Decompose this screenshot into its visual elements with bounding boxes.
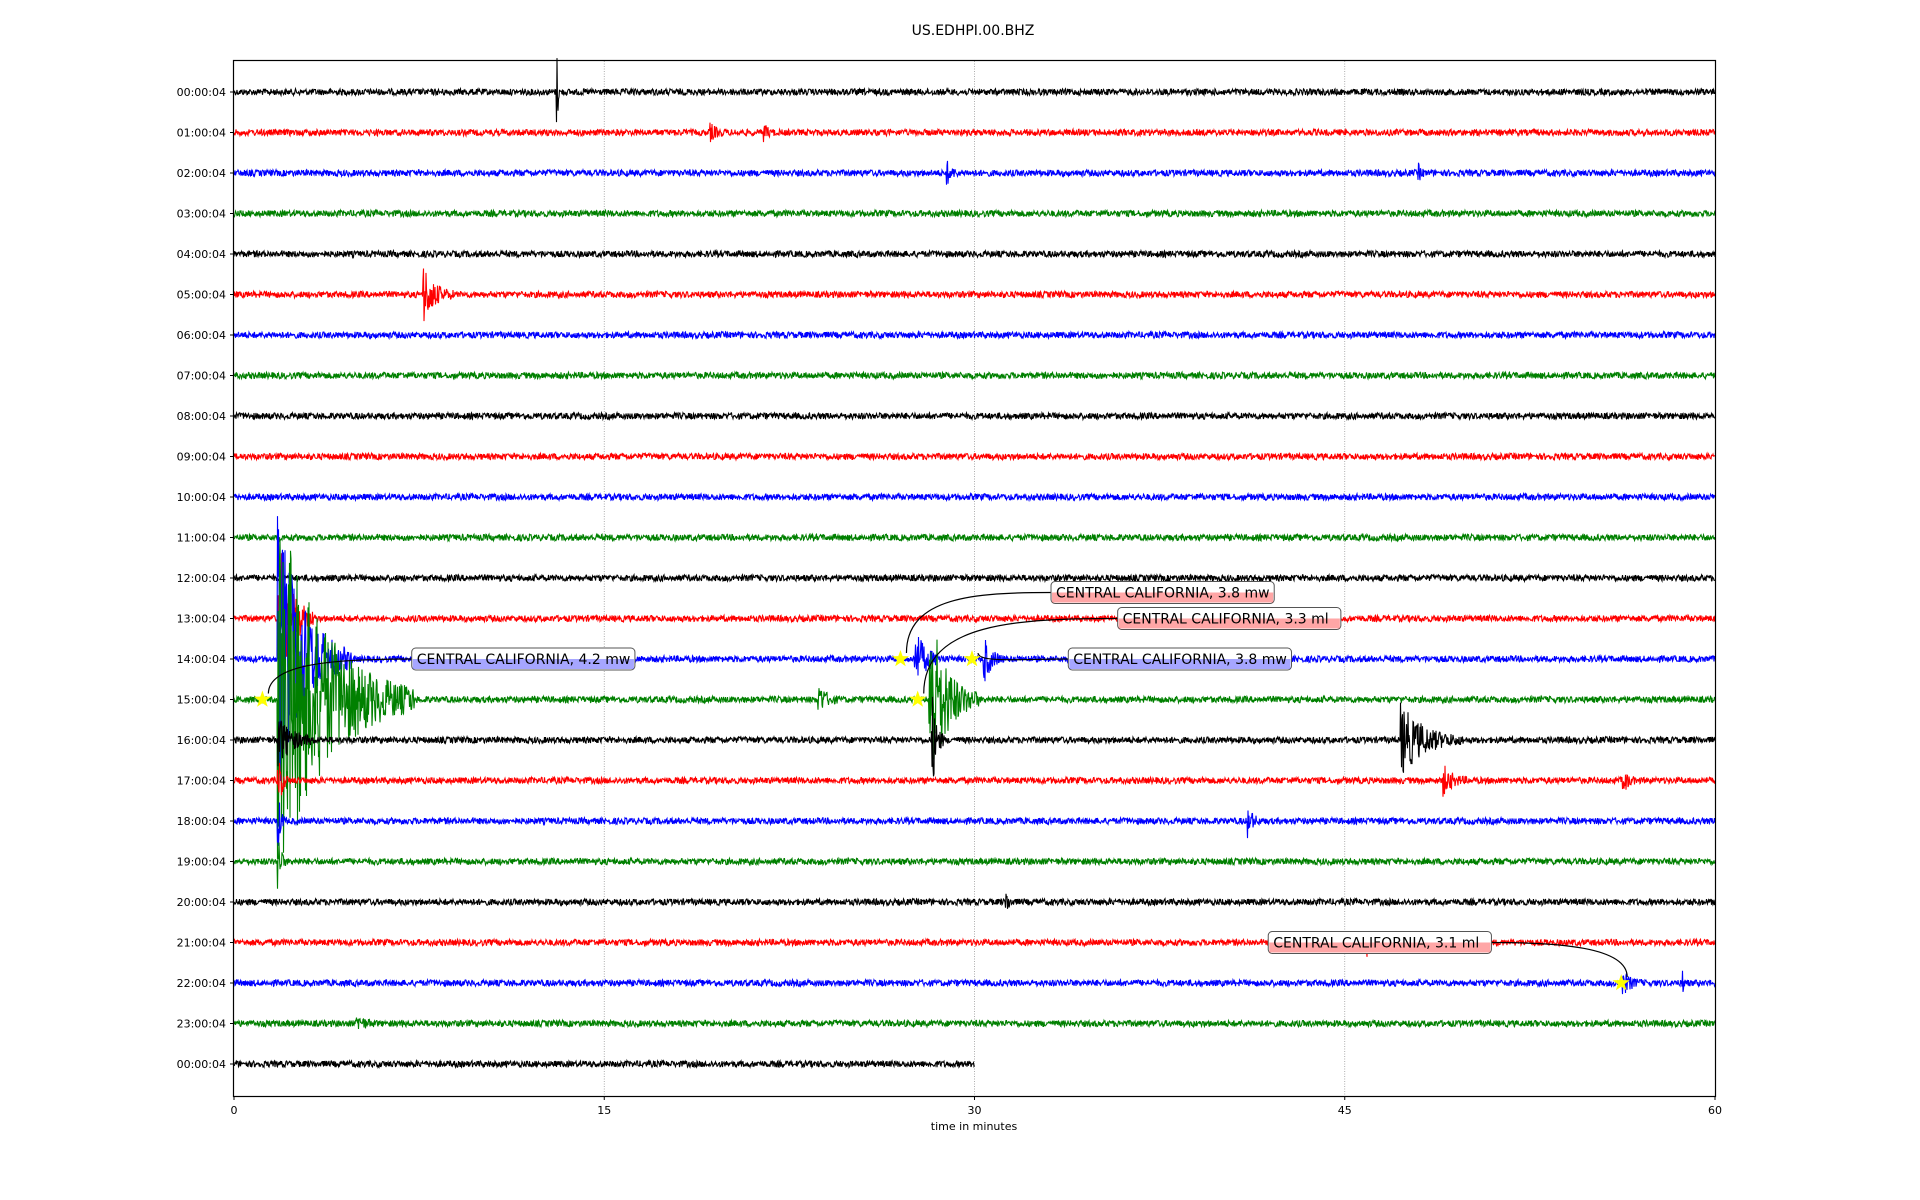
event-star-marker bbox=[253, 690, 271, 707]
trace-row-5 bbox=[233, 268, 1716, 322]
y-tick-label: 10:00:04 bbox=[177, 491, 226, 504]
annotation-box-tint bbox=[1052, 592, 1274, 603]
trace-row-17 bbox=[233, 762, 1716, 797]
trace-row-13 bbox=[233, 553, 1716, 690]
trace-row-4 bbox=[233, 248, 1716, 260]
event-star-marker bbox=[891, 650, 909, 667]
y-axis: 00:00:04 01:00:04 02:00:04 03:00:04 04:00:04… bbox=[177, 86, 234, 1071]
y-tick-label: 02:00:04 bbox=[177, 167, 226, 180]
y-tick-label: 01:00:04 bbox=[177, 127, 226, 140]
trace-row-1 bbox=[233, 122, 1716, 143]
chart-title: US.EDHPI.00.BHZ bbox=[912, 23, 1035, 39]
y-tick-label: 22:00:04 bbox=[177, 977, 226, 990]
y-tick-label: 15:00:04 bbox=[177, 694, 226, 707]
y-tick-label: 00:00:04 bbox=[177, 86, 226, 99]
event-annotation: CENTRAL CALIFORNIA, 3.8 mw bbox=[891, 581, 1275, 667]
x-tick-label: 0 bbox=[231, 1104, 238, 1117]
y-tick-label: 06:00:04 bbox=[177, 329, 226, 342]
trace-row-20 bbox=[233, 893, 1716, 909]
y-tick-label: 17:00:04 bbox=[177, 775, 226, 788]
trace-row-10 bbox=[233, 491, 1716, 503]
y-tick-label: 19:00:04 bbox=[177, 856, 226, 869]
annotation-box-tint bbox=[412, 659, 634, 669]
annotation-label: CENTRAL CALIFORNIA, 3.1 ml bbox=[1273, 936, 1479, 952]
event-annotation: CENTRAL CALIFORNIA, 3.1 ml bbox=[1267, 931, 1630, 991]
trace-row-3 bbox=[233, 208, 1716, 219]
event-annotation: CENTRAL CALIFORNIA, 3.8 mw bbox=[963, 647, 1292, 671]
annotation-label: CENTRAL CALIFORNIA, 3.8 mw bbox=[1073, 652, 1287, 668]
y-tick-label: 11:00:04 bbox=[177, 532, 226, 545]
y-tick-label: 00:00:04 bbox=[177, 1058, 226, 1071]
annotation-label: CENTRAL CALIFORNIA, 3.3 ml bbox=[1123, 612, 1329, 628]
trace-row-24 bbox=[233, 1058, 975, 1070]
trace-row-2 bbox=[233, 160, 1716, 185]
annotation-box bbox=[1050, 581, 1275, 604]
trace-row-8 bbox=[233, 410, 1716, 422]
y-tick-label: 20:00:04 bbox=[177, 896, 226, 909]
x-axis-label: time in minutes bbox=[931, 1120, 1018, 1133]
x-tick-label: 60 bbox=[1708, 1104, 1722, 1117]
y-tick-label: 09:00:04 bbox=[177, 451, 226, 464]
annotation-arrow bbox=[1491, 941, 1628, 978]
x-tick-label: 45 bbox=[1338, 1104, 1352, 1117]
trace-row-11 bbox=[233, 532, 1716, 543]
annotation-arrow bbox=[977, 652, 1069, 661]
trace-row-23 bbox=[233, 1017, 1716, 1030]
event-star-marker bbox=[963, 650, 981, 667]
x-tick-label: 30 bbox=[968, 1104, 982, 1117]
trace-row-22 bbox=[233, 970, 1716, 995]
y-tick-label: 07:00:04 bbox=[177, 370, 226, 383]
y-tick-label: 05:00:04 bbox=[177, 289, 226, 302]
y-tick-label: 08:00:04 bbox=[177, 410, 226, 423]
trace-row-15 bbox=[233, 540, 1716, 859]
y-tick-label: 03:00:04 bbox=[177, 208, 226, 221]
trace-row-9 bbox=[233, 451, 1716, 462]
annotation-box-tint bbox=[1118, 618, 1340, 629]
y-tick-label: 04:00:04 bbox=[177, 248, 226, 261]
trace-row-16 bbox=[233, 696, 1716, 777]
annotation-box bbox=[411, 647, 636, 671]
annotation-label: CENTRAL CALIFORNIA, 3.8 mw bbox=[1056, 586, 1270, 602]
trace-row-6 bbox=[233, 329, 1716, 341]
x-tick-label: 15 bbox=[597, 1104, 611, 1117]
trace-row-12 bbox=[233, 572, 1716, 584]
annotation-box bbox=[1117, 607, 1342, 630]
y-tick-label: 16:00:04 bbox=[177, 734, 226, 747]
annotation-label: CENTRAL CALIFORNIA, 4.2 mw bbox=[417, 652, 631, 668]
event-star-marker bbox=[1612, 974, 1630, 991]
annotation-arrow bbox=[905, 591, 1052, 654]
annotation-box-tint bbox=[1069, 659, 1291, 669]
event-annotation: CENTRAL CALIFORNIA, 3.3 ml bbox=[909, 607, 1342, 707]
annotation-box bbox=[1067, 647, 1292, 671]
y-tick-label: 23:00:04 bbox=[177, 1018, 226, 1031]
event-star-marker bbox=[909, 690, 927, 707]
x-axis: 0 15 30 45 60 bbox=[231, 1096, 1722, 1117]
trace-row-7 bbox=[233, 370, 1716, 381]
annotation-box-tint bbox=[1269, 942, 1491, 953]
y-tick-label: 13:00:04 bbox=[177, 613, 226, 626]
event-annotation: CENTRAL CALIFORNIA, 4.2 mw bbox=[253, 647, 636, 707]
event-annotations: CENTRAL CALIFORNIA, 4.2 mw CENTRAL CALIFO… bbox=[253, 581, 1630, 991]
trace-row-0 bbox=[233, 58, 1716, 123]
annotation-box bbox=[1267, 931, 1492, 954]
annotation-arrow bbox=[267, 658, 412, 694]
y-tick-label: 12:00:04 bbox=[177, 572, 226, 585]
y-tick-label: 21:00:04 bbox=[177, 937, 226, 950]
trace-row-19 bbox=[233, 842, 1716, 889]
annotation-arrow bbox=[923, 617, 1118, 694]
y-tick-label: 18:00:04 bbox=[177, 815, 226, 828]
y-tick-label: 14:00:04 bbox=[177, 653, 226, 666]
trace-row-18 bbox=[233, 802, 1716, 846]
